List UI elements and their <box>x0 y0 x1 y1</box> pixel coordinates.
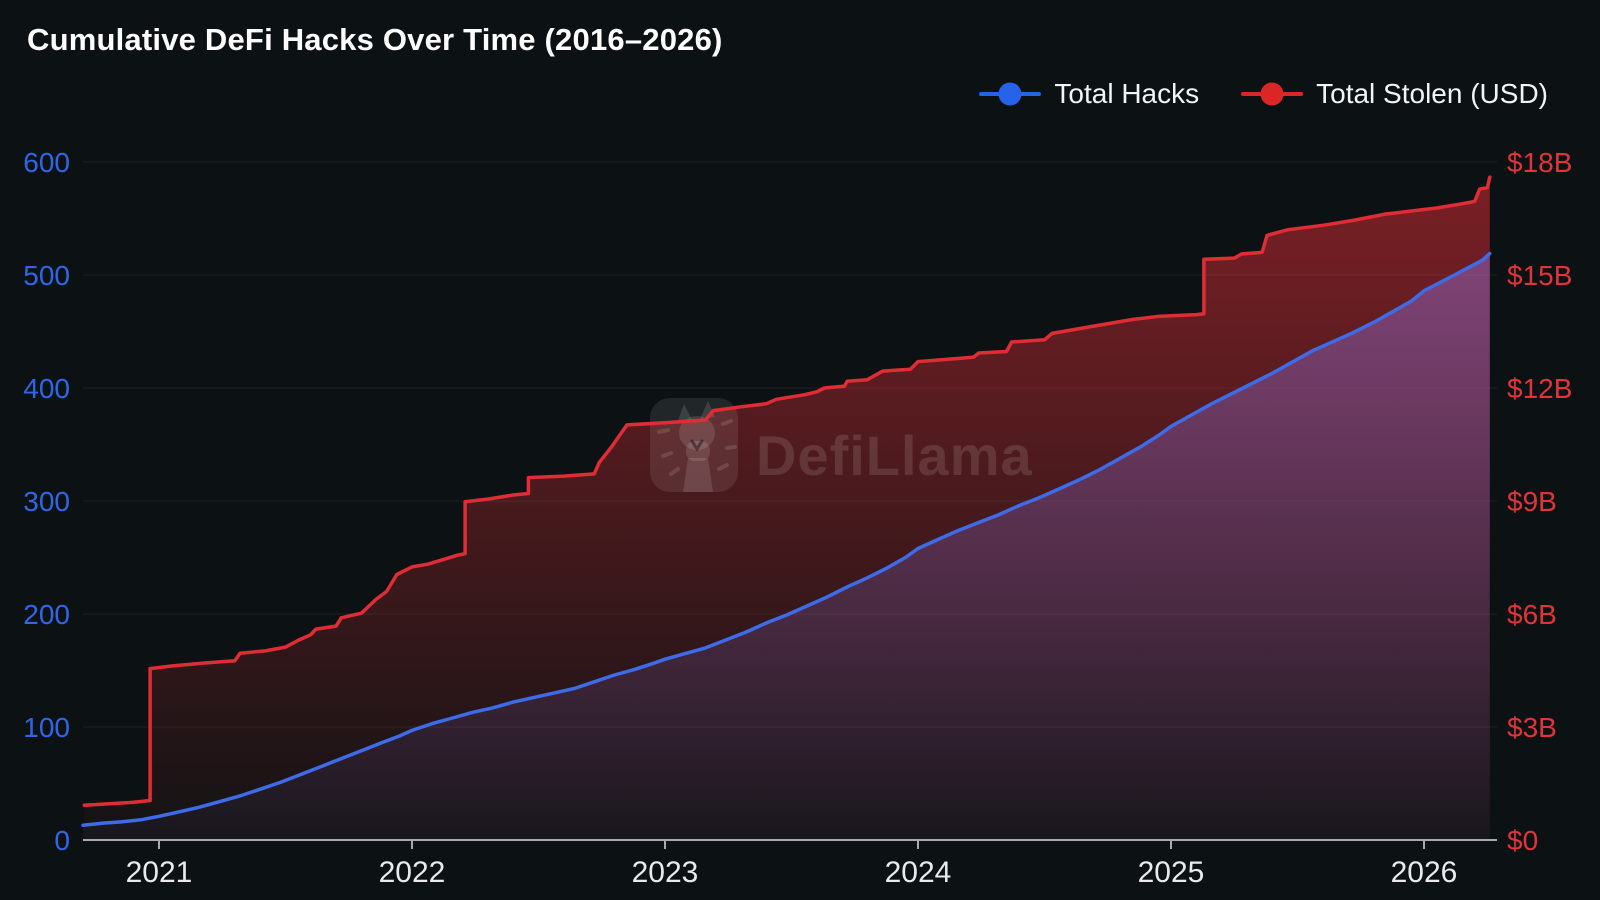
y-axis-label-right: $9B <box>1507 486 1557 517</box>
y-axis-label-left: 200 <box>23 599 70 630</box>
llama-head <box>679 416 715 450</box>
total-stolen-line <box>82 175 1492 808</box>
llama-nose <box>690 439 704 452</box>
y-axis-label-right: $0 <box>1507 825 1538 856</box>
y-axis-label-right: $12B <box>1507 373 1572 404</box>
y-axis-label-left: 300 <box>23 486 70 517</box>
watermark: DefiLlama <box>650 398 1033 492</box>
legend: Total Hacks Total Stolen (USD) <box>979 78 1548 110</box>
x-axis-label: 2023 <box>632 856 699 889</box>
x-axis-label: 2025 <box>1138 856 1205 889</box>
watermark-tick <box>717 463 729 471</box>
x-axis-label: 2022 <box>379 856 446 889</box>
llama-neck <box>683 458 713 492</box>
y-axis-label-left: 100 <box>23 712 70 743</box>
legend-item-label-stolen: Total Stolen (USD) <box>1316 78 1548 109</box>
legend-item-total-stolen[interactable]: Total Stolen (USD) <box>1241 78 1548 110</box>
y-axis-label-left: 0 <box>54 825 70 856</box>
watermark-tick <box>657 428 670 434</box>
x-axis-label: 2024 <box>885 856 952 889</box>
legend-marker-dot-hacks <box>998 82 1022 106</box>
legend-item-label-hacks: Total Hacks <box>1054 78 1200 109</box>
y-axis-label-right: $3B <box>1507 712 1557 743</box>
watermark-tick <box>725 445 737 450</box>
x-axis-label: 2021 <box>126 856 193 889</box>
chart-title: Cumulative DeFi Hacks Over Time (2016–20… <box>27 22 723 57</box>
watermark-tick <box>661 451 673 458</box>
llama-snout <box>686 441 710 461</box>
total-hacks-area <box>83 253 1490 840</box>
legend-marker-line-stolen <box>1241 82 1304 106</box>
watermark-tick <box>669 467 680 476</box>
legend-marker-line-hacks <box>979 82 1042 106</box>
watermark-text: DefiLlama <box>756 424 1033 487</box>
y-axis-label-right: $15B <box>1507 260 1572 291</box>
total-hacks-line <box>81 251 1492 828</box>
watermark-tick <box>721 419 733 426</box>
y-axis-label-right: $6B <box>1507 599 1557 630</box>
y-axis-label-left: 500 <box>23 260 70 291</box>
legend-item-total-hacks[interactable]: Total Hacks <box>979 78 1199 110</box>
y-axis-label-left: 400 <box>23 373 70 404</box>
y-axis-label-left: 600 <box>23 147 70 178</box>
legend-marker-dot-stolen <box>1260 82 1284 106</box>
y-axis-label-right: $18B <box>1507 147 1572 178</box>
x-axis-label: 2026 <box>1391 856 1458 889</box>
